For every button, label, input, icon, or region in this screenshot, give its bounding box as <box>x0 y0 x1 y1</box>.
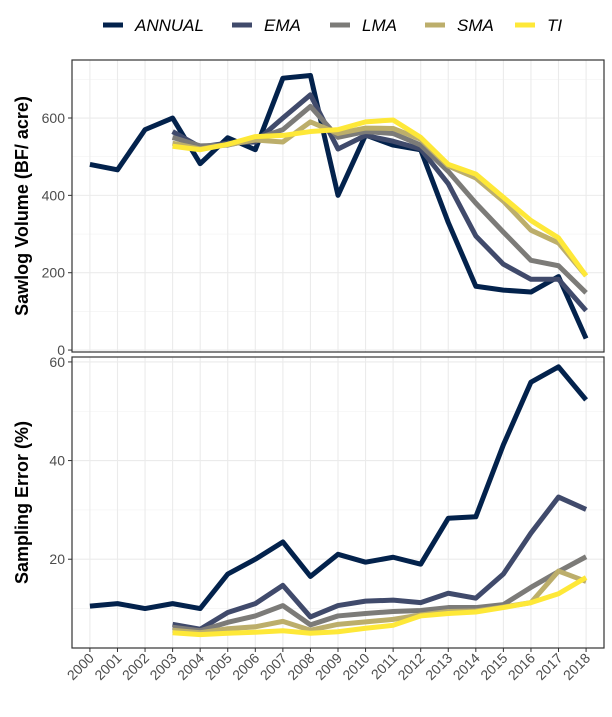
x-tick-label: 2007 <box>257 650 290 683</box>
legend: ANNUAL EMA LMA SMA TI <box>103 16 562 35</box>
series-line-annual <box>89 72 589 340</box>
y-tick-label: 0 <box>57 342 65 358</box>
x-tick-label: 2018 <box>560 650 593 683</box>
y-tick-label: 600 <box>42 110 66 126</box>
x-tick-label: 2006 <box>229 650 262 683</box>
y-tick-label: 20 <box>49 551 65 567</box>
x-axis: 2000200120022003200420052006200720082009… <box>64 648 593 683</box>
x-tick-label: 2016 <box>505 650 538 683</box>
series-line-ti <box>172 117 589 278</box>
legend-label-lma: LMA <box>362 16 397 35</box>
y-tick-label: 200 <box>42 265 66 281</box>
series-line-annual <box>89 364 589 612</box>
sampling-error-panel: 20 40 60 Sampling Error (%) <box>12 354 605 649</box>
y-tick-label: 60 <box>49 354 65 370</box>
x-tick-label: 2010 <box>339 650 372 683</box>
x-tick-label: 2017 <box>532 650 565 683</box>
x-tick-label: 2015 <box>477 650 510 683</box>
x-tick-label: 2008 <box>284 650 317 683</box>
sawlog-volume-panel: 0 200 400 600 Sawlog Volume (BF/ acre) <box>12 59 605 358</box>
x-tick-label: 2005 <box>202 650 235 683</box>
x-tick-label: 2004 <box>174 650 207 683</box>
x-tick-label: 2014 <box>450 650 483 683</box>
x-tick-label: 2012 <box>394 650 427 683</box>
x-tick-label: 2003 <box>146 650 179 683</box>
panel-border <box>71 59 605 353</box>
x-tick-label: 2001 <box>91 650 124 683</box>
y-axis-label: Sawlog Volume (BF/ acre) <box>12 96 32 316</box>
x-tick-label: 2009 <box>312 650 345 683</box>
y-tick-label: 400 <box>42 187 66 203</box>
x-tick-label: 2013 <box>422 650 455 683</box>
y-axis-label: Sampling Error (%) <box>12 421 32 584</box>
x-tick-label: 2011 <box>368 650 401 683</box>
legend-label-ti: TI <box>547 16 562 35</box>
series-line-ema <box>172 494 588 632</box>
y-tick-label: 40 <box>49 453 65 469</box>
legend-label-annual: ANNUAL <box>134 16 204 35</box>
legend-label-sma: SMA <box>457 16 494 35</box>
legend-label-ema: EMA <box>264 16 301 35</box>
x-tick-label: 2000 <box>64 650 97 683</box>
x-tick-label: 2002 <box>119 650 152 683</box>
series-line-ti <box>172 575 588 638</box>
series-line-lma <box>172 554 588 634</box>
